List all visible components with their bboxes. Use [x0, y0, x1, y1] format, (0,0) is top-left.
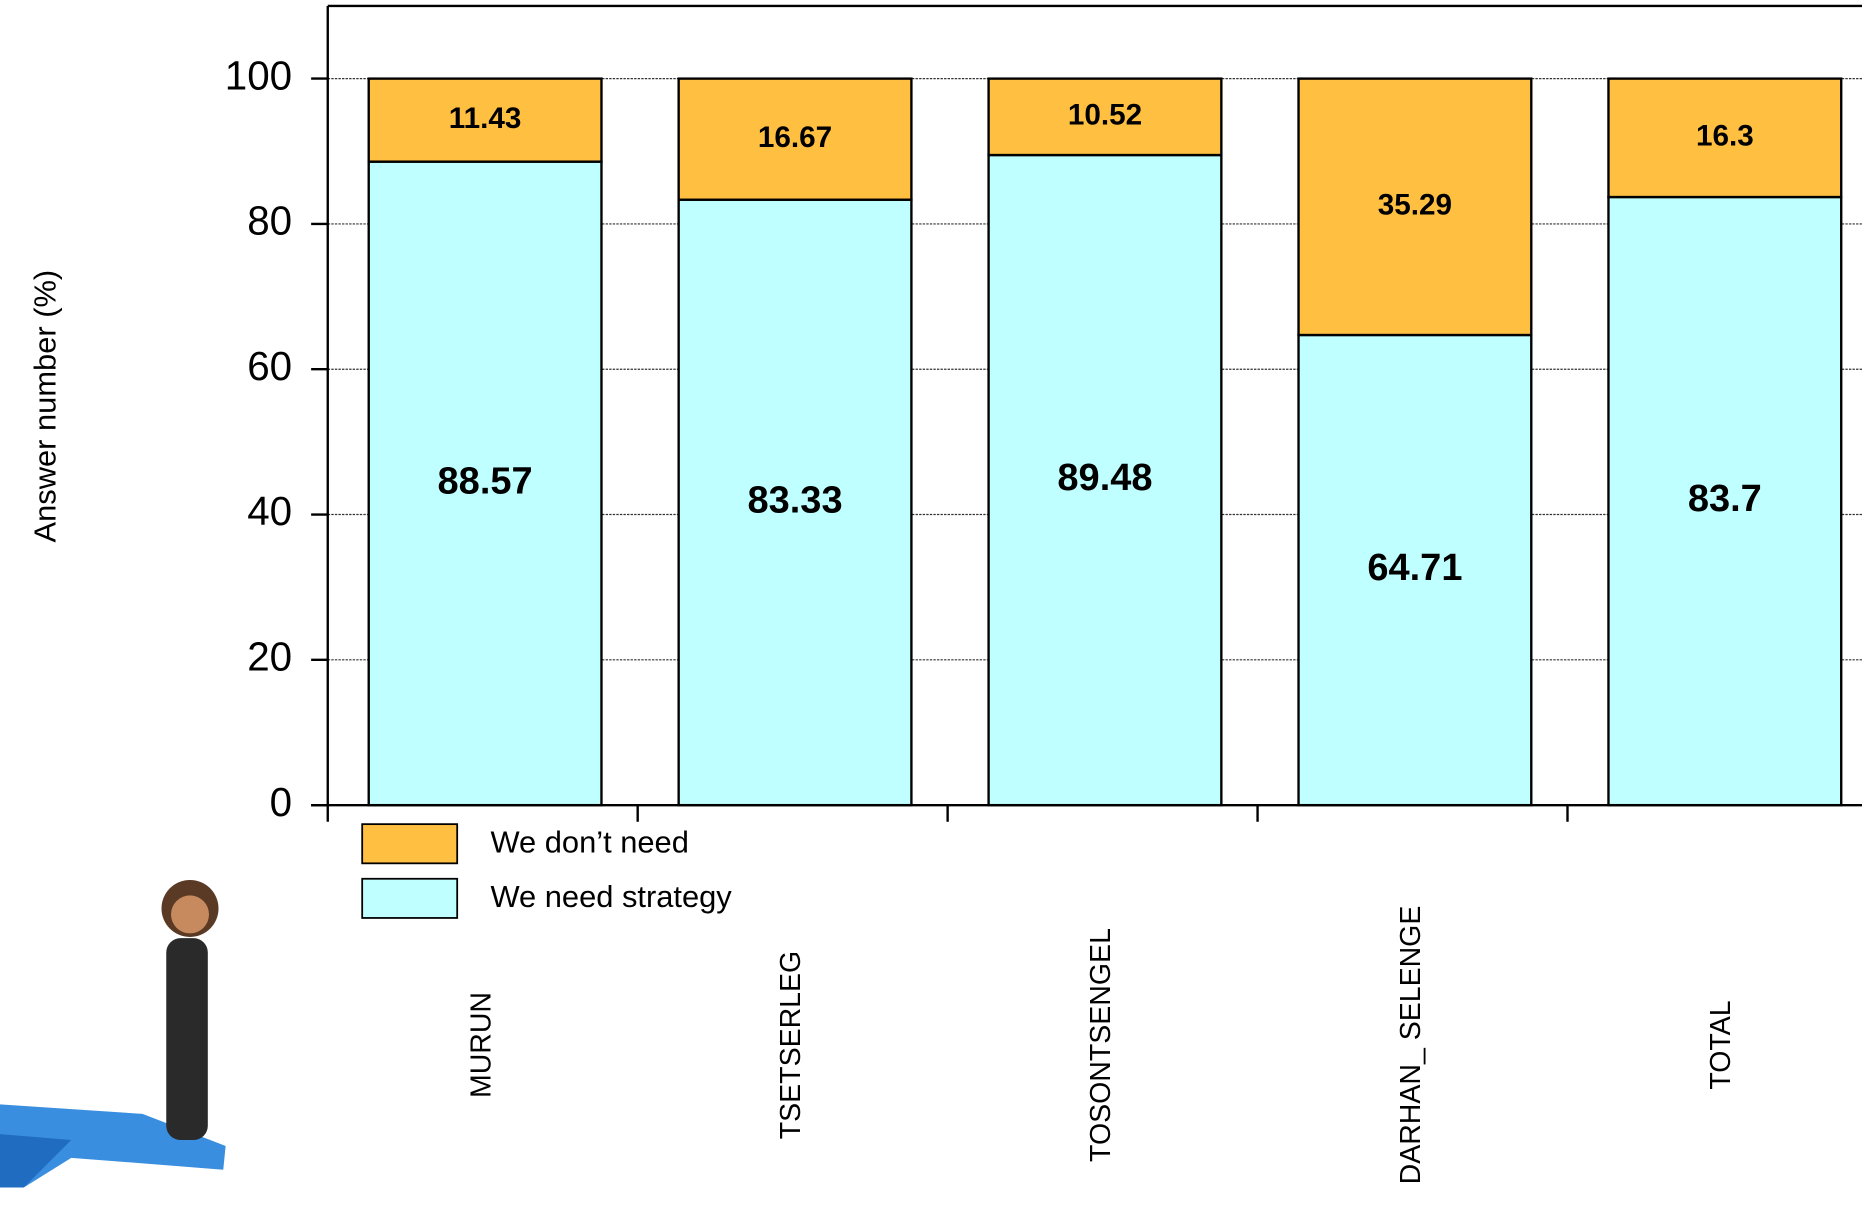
y-tick-label: 60 — [247, 343, 292, 389]
bar-segment — [677, 198, 913, 807]
figure-decoration — [0, 879, 226, 1188]
data-label: 11.43 — [449, 102, 522, 135]
y-tick-label: 100 — [225, 52, 292, 98]
bar-segment — [677, 77, 913, 201]
y-tick-label: 40 — [247, 488, 292, 534]
data-label: 89.48 — [1057, 457, 1152, 499]
data-label: 83.7 — [1688, 478, 1762, 520]
x-tick-label: TSETSERLEG — [775, 951, 807, 1139]
data-label: 35.29 — [1378, 189, 1452, 222]
data-label: 64.71 — [1367, 547, 1462, 589]
data-label: 10.52 — [1068, 99, 1142, 132]
bar-segment — [987, 77, 1223, 157]
legend-label: We don’t need — [490, 824, 688, 859]
x-tick-label: TOSONTSENGEL — [1085, 928, 1117, 1162]
bar-segment — [1607, 77, 1843, 199]
x-tick-label: TOTAL — [1705, 1000, 1737, 1089]
legend-swatch — [361, 823, 459, 865]
bar-segment — [367, 160, 603, 807]
data-label: 16.67 — [758, 121, 832, 154]
y-axis-title: Answer number (%) — [28, 270, 63, 543]
x-tick-label: MURUN — [465, 992, 497, 1098]
legend-label: We need strategy — [490, 879, 732, 914]
data-label: 16.3 — [1696, 120, 1754, 153]
data-label: 88.57 — [438, 460, 533, 502]
y-tick-label: 80 — [247, 198, 292, 244]
bar-segment — [1607, 195, 1843, 807]
bar-segment — [987, 153, 1223, 807]
bar-segment — [367, 77, 603, 163]
x-tick-label: DARHAN_ SELENGE — [1395, 906, 1427, 1185]
bar-segment — [1297, 333, 1533, 807]
y-tick-label: 20 — [247, 634, 292, 680]
bar-segment — [1297, 77, 1533, 337]
y-tick-label: 0 — [270, 779, 292, 825]
legend-swatch — [361, 877, 459, 919]
data-label: 83.33 — [747, 479, 842, 521]
